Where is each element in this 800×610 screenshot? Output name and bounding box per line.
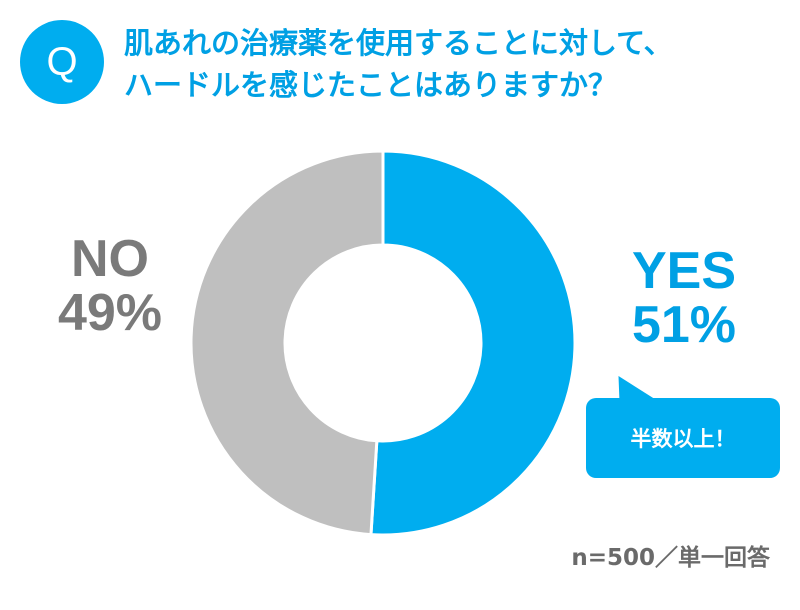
question-badge: Q (20, 20, 104, 104)
yes-label-text: YES (631, 242, 737, 300)
no-label-text: NO (71, 230, 149, 288)
no-label-value: 49% (57, 284, 163, 342)
yes-slice-label: YES 51% (594, 244, 774, 352)
sample-note: n=500／単一回答 (571, 545, 770, 571)
donut-slice-yes (369, 149, 577, 537)
question-line-1: 肌あれの治療薬を使用することに対して、 (124, 26, 673, 60)
no-slice-label: NO 49% (30, 232, 190, 340)
question-line-2: ハードルを感じたことはありますか？ (124, 68, 618, 102)
donut-slice-no (189, 149, 385, 537)
callout-bubble: 半数以上！ (586, 398, 780, 478)
yes-label-value: 51% (631, 296, 737, 354)
question-title: 肌あれの治療薬を使用することに対して、 ハードルを感じたことはありますか？ (124, 22, 784, 106)
